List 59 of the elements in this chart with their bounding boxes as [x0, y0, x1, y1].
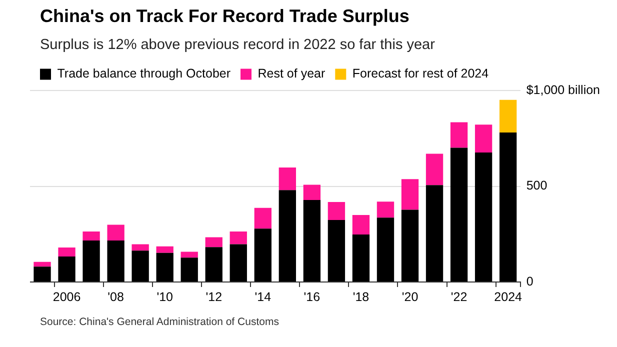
bar: [474, 152, 492, 282]
bar: [450, 148, 468, 282]
y-tick-label: 500: [526, 178, 548, 193]
bar: [180, 258, 198, 282]
bar: [352, 214, 370, 235]
x-tick-label: 2006: [52, 290, 81, 304]
bar: [34, 266, 51, 282]
bar: [303, 200, 321, 282]
x-tick-label: '18: [352, 290, 370, 304]
bar: [278, 167, 296, 190]
bar: [499, 132, 517, 282]
bar: [107, 224, 124, 240]
bar: [426, 154, 444, 186]
bar: [328, 220, 346, 282]
bar: [230, 244, 247, 282]
legend-label: Rest of year: [258, 66, 326, 81]
bar: [132, 244, 149, 251]
bar: [254, 228, 272, 282]
bar: [58, 248, 76, 257]
source-note: Source: China's General Administration of Customs: [40, 316, 279, 328]
x-tick-label: '14: [254, 290, 272, 304]
bar: [254, 208, 272, 229]
bar: [180, 252, 198, 258]
legend-label: Trade balance through October: [57, 66, 231, 81]
bar: [376, 218, 394, 282]
x-tick-label: '22: [450, 290, 468, 304]
bar: [230, 231, 247, 244]
bar: [156, 246, 174, 253]
bar: [107, 240, 124, 282]
x-tick-label: 2024: [494, 290, 522, 304]
y-tick-label: $1,000 billion: [526, 82, 600, 97]
bar: [352, 234, 370, 282]
bar: [34, 262, 51, 267]
bar: [58, 256, 76, 282]
bar: [82, 231, 100, 240]
x-tick-label: '08: [108, 290, 124, 304]
bar: [205, 237, 222, 248]
y-tick-label: 0: [526, 274, 534, 288]
bar: [132, 250, 149, 282]
x-tick-label: '12: [206, 290, 222, 304]
bar: [376, 202, 394, 218]
x-tick-label: '16: [304, 290, 320, 304]
bar: [499, 100, 517, 132]
x-tick-label: '10: [156, 290, 174, 304]
chart-subtitle: Surplus is 12% above previous record in 2022 so far this year: [40, 37, 435, 53]
bar: [474, 124, 492, 153]
legend-label: Forecast for rest of 2024: [352, 66, 489, 81]
bar: [426, 185, 444, 282]
bar: [156, 252, 174, 282]
bar: [401, 179, 419, 210]
x-tick-label: '20: [402, 290, 418, 304]
bar: [450, 122, 468, 148]
bar: [205, 247, 222, 282]
bar: [401, 210, 419, 282]
bar: [82, 240, 100, 282]
bar: [328, 202, 346, 220]
bar: [303, 184, 321, 200]
bar: [278, 190, 296, 282]
chart-title: China's on Track For Record Trade Surplus: [40, 6, 410, 27]
